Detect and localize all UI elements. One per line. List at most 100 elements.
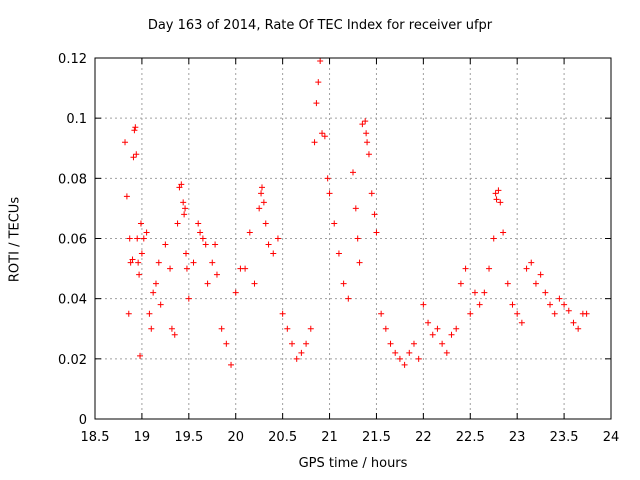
data-point [410, 340, 417, 347]
x-tick-label: 23 [509, 430, 526, 445]
data-point [345, 295, 352, 302]
data-point [321, 133, 328, 140]
data-point [504, 280, 511, 287]
y-tick-label: 0.12 [58, 52, 87, 67]
data-point [167, 265, 174, 272]
data-point [137, 220, 144, 227]
data-point [190, 259, 197, 266]
data-point [490, 235, 497, 242]
data-points [122, 58, 590, 368]
x-tick-label: 22 [415, 430, 432, 445]
data-point [350, 169, 356, 176]
data-point [185, 295, 192, 302]
data-point [262, 220, 269, 227]
data-point [356, 259, 363, 266]
data-point [335, 250, 342, 257]
data-point [202, 241, 209, 248]
data-point [509, 301, 516, 308]
data-point [352, 205, 359, 212]
data-point [134, 235, 141, 242]
data-point [135, 259, 142, 266]
data-point [326, 190, 333, 197]
data-point [500, 229, 507, 236]
y-tick-label: 0.02 [58, 353, 87, 368]
data-point [148, 325, 155, 332]
data-point [127, 259, 134, 266]
data-point [133, 151, 140, 158]
data-point [518, 319, 525, 326]
x-tick-label: 19 [134, 430, 151, 445]
data-point [378, 310, 385, 317]
data-point [313, 100, 320, 107]
data-point [136, 271, 143, 278]
data-point [406, 349, 413, 356]
data-point [123, 193, 130, 200]
data-point [354, 235, 361, 242]
data-point [532, 280, 539, 287]
data-point [317, 58, 324, 65]
data-point [274, 235, 281, 242]
data-point [180, 199, 187, 206]
data-point [495, 187, 502, 194]
data-point [319, 130, 326, 137]
data-point [425, 319, 432, 326]
data-point [542, 289, 549, 296]
data-point [396, 355, 403, 362]
data-point [575, 325, 582, 332]
data-point [415, 355, 422, 362]
data-point [223, 340, 230, 347]
data-point [260, 199, 267, 206]
data-point [363, 130, 370, 137]
data-point [258, 184, 265, 191]
data-point [492, 190, 499, 197]
data-point [130, 154, 137, 161]
data-point [199, 235, 206, 242]
data-point [182, 205, 189, 212]
x-tick-label: 23.5 [550, 430, 579, 445]
x-tick-label: 18.5 [81, 430, 110, 445]
x-tick-label: 20 [227, 430, 244, 445]
x-tick-label: 19.5 [174, 430, 203, 445]
data-point [373, 229, 380, 236]
data-point [528, 259, 535, 266]
data-point [228, 361, 235, 368]
data-point [152, 280, 159, 287]
data-point [561, 301, 568, 308]
data-point [183, 265, 190, 272]
x-tick-label: 21.5 [362, 430, 391, 445]
data-point [204, 280, 211, 287]
data-point [331, 220, 338, 227]
data-point [486, 265, 493, 272]
data-point [178, 181, 185, 188]
data-point [364, 139, 371, 146]
data-point [401, 361, 408, 368]
data-point [453, 325, 460, 332]
axis-ticks: 18.5 19 19.5 20 20.5 21 21.5 22 22.5 23 23.5 24 0 0.0… [58, 52, 619, 445]
data-point [448, 331, 455, 338]
data-point [209, 259, 216, 266]
data-point [265, 241, 272, 248]
data-point [171, 331, 178, 338]
data-point [481, 289, 488, 296]
data-point [467, 310, 474, 317]
data-point [340, 280, 347, 287]
y-tick-label: 0.1 [66, 112, 87, 127]
data-point [246, 229, 253, 236]
data-point [181, 211, 188, 218]
data-point [434, 325, 441, 332]
data-point [155, 259, 162, 266]
data-point [157, 301, 164, 308]
data-point [429, 331, 436, 338]
data-point [570, 319, 577, 326]
data-point [137, 352, 144, 359]
data-point [279, 310, 286, 317]
y-axis-label: ROTI / TECUs [7, 196, 23, 283]
y-tick-label: 0.06 [58, 233, 87, 248]
data-point [493, 196, 500, 203]
data-point [471, 289, 478, 296]
data-point [162, 241, 169, 248]
x-tick-label: 24 [603, 430, 620, 445]
data-point [457, 280, 464, 287]
data-point [537, 271, 544, 278]
